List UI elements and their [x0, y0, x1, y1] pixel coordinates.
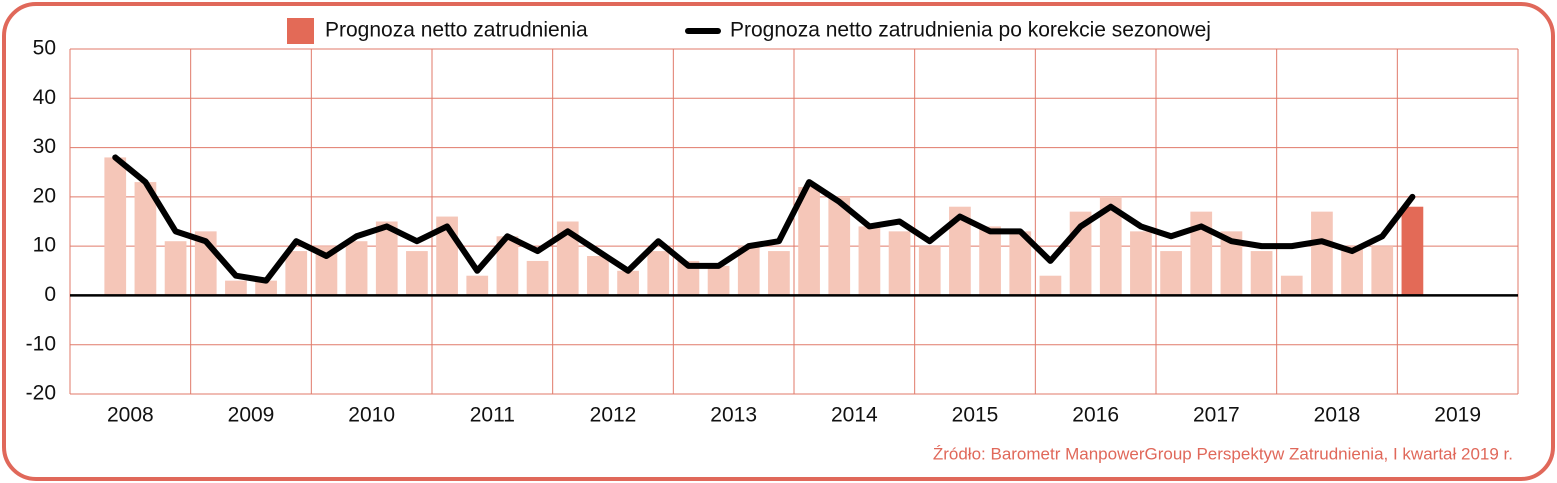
x-tick-label: 2011	[470, 404, 515, 427]
bar	[285, 251, 308, 296]
bar	[979, 226, 1001, 296]
x-tick-label: 2010	[348, 404, 395, 427]
bar	[255, 280, 277, 296]
bar	[164, 241, 187, 296]
bar	[1220, 231, 1243, 296]
bar	[225, 280, 247, 296]
bar	[647, 251, 670, 296]
bar	[587, 256, 609, 296]
bar	[526, 260, 549, 296]
bar	[1130, 231, 1152, 296]
bar	[1341, 246, 1363, 296]
x-tick-label: 2017	[1193, 404, 1240, 427]
x-tick-label: 2009	[228, 404, 275, 427]
bar	[104, 157, 127, 296]
legend-label: Prognoza netto zatrudnienia po korekcie …	[730, 19, 1211, 42]
y-tick-label: 20	[33, 184, 56, 207]
line	[112, 154, 1416, 284]
bar	[737, 246, 760, 296]
bar	[1401, 206, 1424, 296]
bar	[1250, 251, 1273, 296]
x-tick-label: 2008	[107, 404, 154, 427]
y-tick-label: 10	[33, 234, 56, 257]
y-tick-label: 30	[33, 135, 56, 158]
bar	[677, 260, 700, 296]
bar	[828, 196, 851, 296]
bar	[1039, 275, 1062, 296]
y-tick-label: 40	[33, 86, 56, 109]
bar	[768, 251, 790, 296]
x-tick-label: 2018	[1314, 404, 1361, 427]
x-tick-label: 2013	[710, 404, 757, 427]
legend-swatch	[287, 18, 314, 44]
y-tick-label: 0	[44, 283, 56, 306]
bar	[1311, 211, 1333, 296]
legend-label: Prognoza netto zatrudnienia	[325, 19, 588, 42]
bar	[1009, 231, 1032, 296]
bar	[406, 251, 428, 296]
x-tick-label: 2019	[1434, 404, 1481, 427]
bar	[1280, 275, 1303, 296]
y-tick-label: 50	[33, 37, 56, 60]
bar	[888, 231, 911, 296]
bar	[496, 236, 519, 296]
y-tick-label: -20	[26, 382, 56, 405]
bar	[858, 226, 881, 296]
bar	[375, 221, 398, 296]
bar	[1160, 251, 1182, 296]
bar	[1099, 196, 1122, 296]
bar	[315, 246, 338, 296]
bar	[466, 275, 489, 296]
x-tick-label: 2015	[952, 404, 999, 427]
x-tick-label: 2012	[590, 404, 637, 427]
bar	[949, 206, 971, 296]
source: Źródło: Barometr ManpowerGroup Perspekty…	[933, 444, 1513, 463]
bar	[617, 270, 639, 296]
bar	[1190, 211, 1213, 296]
bar	[556, 221, 579, 296]
bar	[798, 187, 820, 296]
bar	[1371, 246, 1394, 296]
bar	[134, 182, 157, 296]
y-tick-label: -10	[26, 332, 56, 355]
x-tick-label: 2014	[831, 404, 878, 427]
bar	[707, 265, 730, 296]
x-tick-label: 2016	[1072, 404, 1119, 427]
bar	[345, 241, 368, 296]
bar	[918, 246, 941, 296]
